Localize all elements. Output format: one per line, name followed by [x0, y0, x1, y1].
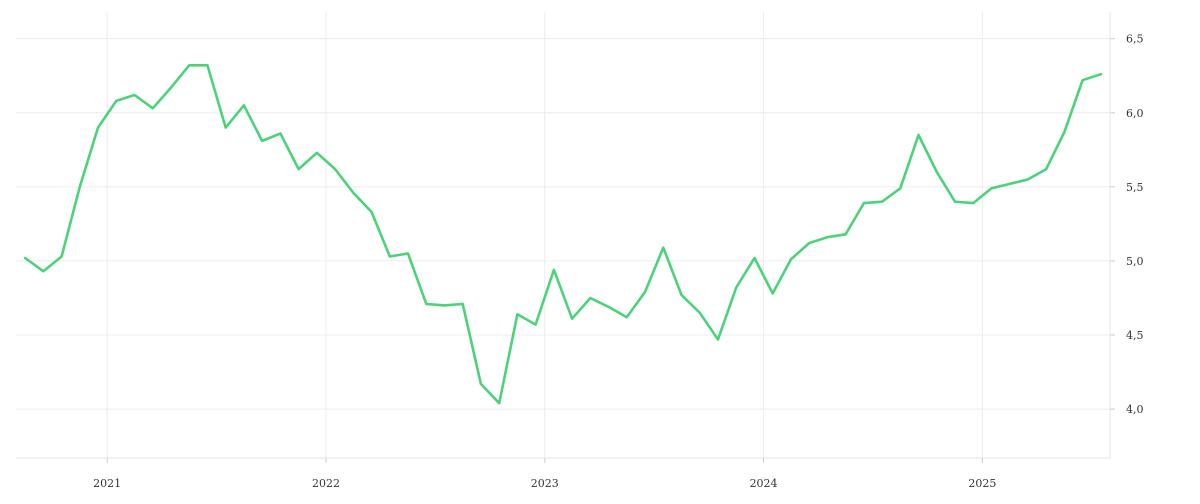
y-tick-label: 4,5 [1126, 329, 1144, 342]
y-tick-label: 5,5 [1126, 181, 1144, 194]
x-tick-label: 2024 [750, 477, 778, 490]
x-tick-label: 2023 [531, 477, 559, 490]
series-line-0 [23, 64, 1103, 405]
x-tick-label: 2022 [312, 477, 340, 490]
y-tick-label: 6,0 [1126, 107, 1144, 120]
x-tick-label: 2021 [93, 477, 121, 490]
y-tick-label: 5,0 [1126, 255, 1144, 268]
y-tick-label: 6,5 [1126, 33, 1144, 46]
x-tick-label: 2025 [968, 477, 996, 490]
y-tick-label: 4,0 [1126, 403, 1144, 416]
